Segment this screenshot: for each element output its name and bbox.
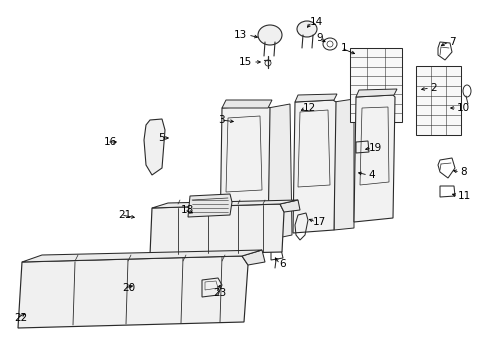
Polygon shape [152, 200, 297, 208]
Polygon shape [333, 99, 353, 230]
Text: 21: 21 [118, 210, 131, 220]
Text: 23: 23 [213, 288, 226, 298]
Text: 10: 10 [456, 103, 469, 113]
Polygon shape [222, 100, 271, 108]
Text: 9: 9 [315, 33, 322, 43]
Polygon shape [143, 119, 164, 175]
Text: 12: 12 [303, 103, 316, 113]
Polygon shape [187, 194, 231, 217]
Polygon shape [267, 104, 291, 240]
Text: 22: 22 [14, 313, 27, 323]
Polygon shape [220, 105, 269, 242]
Text: 14: 14 [309, 17, 323, 27]
Text: 16: 16 [104, 137, 117, 147]
Text: 17: 17 [312, 217, 325, 227]
Polygon shape [353, 95, 394, 222]
Polygon shape [292, 100, 335, 233]
Text: 5: 5 [158, 133, 164, 143]
Polygon shape [242, 250, 264, 265]
Text: 15: 15 [238, 57, 251, 67]
Polygon shape [355, 89, 396, 97]
Text: 20: 20 [122, 283, 135, 293]
Polygon shape [294, 94, 336, 102]
Polygon shape [18, 256, 247, 328]
Ellipse shape [258, 25, 282, 45]
Text: 18: 18 [181, 205, 194, 215]
Text: 4: 4 [367, 170, 374, 180]
Ellipse shape [296, 21, 316, 37]
Text: 13: 13 [233, 30, 246, 40]
Text: 7: 7 [448, 37, 455, 47]
Text: 11: 11 [457, 191, 470, 201]
Text: 19: 19 [368, 143, 382, 153]
Text: 3: 3 [218, 115, 224, 125]
Text: 1: 1 [340, 43, 347, 53]
Polygon shape [22, 250, 262, 262]
Text: 6: 6 [279, 259, 285, 269]
Polygon shape [349, 48, 401, 122]
Text: 2: 2 [429, 83, 436, 93]
Text: 8: 8 [459, 167, 466, 177]
Polygon shape [280, 200, 299, 212]
Polygon shape [150, 204, 284, 255]
Polygon shape [415, 66, 460, 135]
